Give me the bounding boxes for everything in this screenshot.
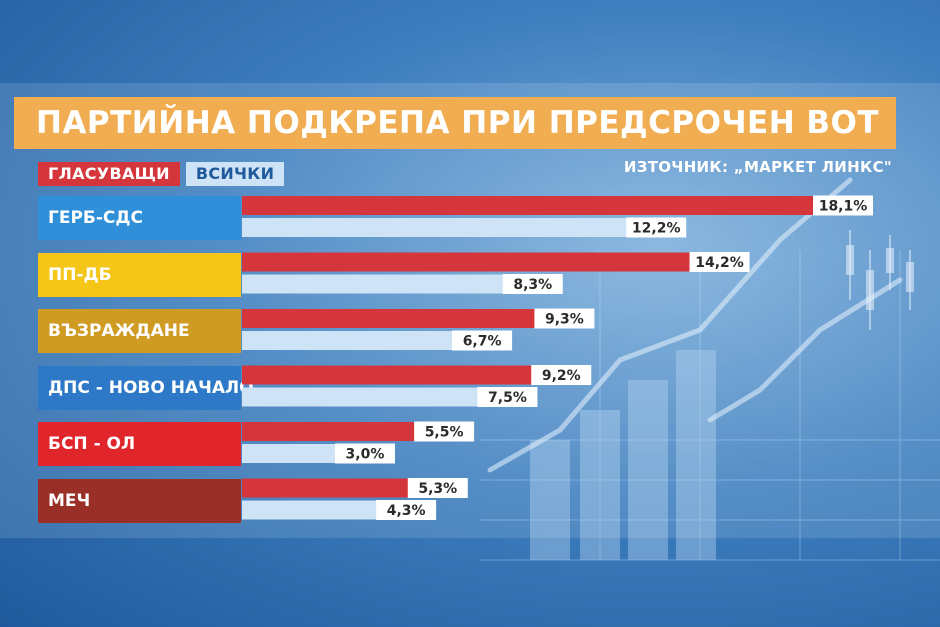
category-label-box: ПП-ДБ bbox=[38, 252, 241, 297]
value-label-bg bbox=[414, 421, 475, 442]
bar-all bbox=[242, 331, 455, 350]
bar-voters bbox=[242, 252, 692, 272]
bar-all bbox=[242, 444, 337, 463]
value-label-bg bbox=[334, 443, 395, 464]
value-label-voters: 9,2% bbox=[542, 368, 581, 384]
category-label-box: ВЪЗРАЖДАНЕ bbox=[38, 309, 241, 353]
chart-title: ПАРТИЙНА ПОДКРЕПА ПРИ ПРЕДСРОЧЕН ВОТ bbox=[36, 105, 880, 141]
bar-all bbox=[242, 387, 480, 407]
legend-voters: ГЛАСУВАЩИ bbox=[38, 162, 180, 186]
value-label-bg bbox=[452, 330, 513, 351]
category-label: ГЕРБ-СДС bbox=[48, 208, 144, 228]
bar-voters bbox=[242, 196, 815, 215]
bar-all bbox=[242, 500, 379, 520]
value-label-bg bbox=[689, 252, 750, 272]
bar-all bbox=[242, 274, 505, 294]
value-label-all: 8,3% bbox=[513, 277, 552, 293]
value-label-bg bbox=[531, 365, 592, 385]
value-label-bg bbox=[407, 478, 468, 498]
value-label-bg bbox=[502, 274, 563, 294]
value-label-all: 4,3% bbox=[387, 503, 426, 519]
bar-voters bbox=[242, 478, 410, 498]
category-label-box: БСП - ОЛ bbox=[38, 422, 241, 466]
bar-voters bbox=[242, 309, 537, 328]
category-label-box: ДПС - НОВО НАЧАЛО bbox=[38, 365, 254, 410]
value-label-all: 7,5% bbox=[488, 390, 527, 406]
source-note: ИЗТОЧНИК: „МАРКЕТ ЛИНКС" bbox=[623, 158, 892, 176]
value-label-bg bbox=[534, 308, 595, 329]
bar-all bbox=[242, 218, 629, 237]
title-bar: ПАРТИЙНА ПОДКРЕПА ПРИ ПРЕДСРОЧЕН ВОТ bbox=[14, 97, 896, 149]
category-label: МЕЧ bbox=[48, 490, 91, 511]
value-label-all: 6,7% bbox=[463, 334, 502, 350]
category-label: БСП - ОЛ bbox=[48, 434, 136, 454]
value-label-bg bbox=[813, 195, 873, 216]
category-label-box: МЕЧ bbox=[38, 478, 241, 523]
value-label-bg bbox=[376, 500, 437, 520]
category-label-box: ГЕРБ-СДС bbox=[38, 196, 241, 240]
value-label-all: 3,0% bbox=[346, 447, 385, 463]
value-label-voters: 5,5% bbox=[425, 425, 464, 441]
legend-all: ВСИЧКИ bbox=[185, 162, 285, 186]
category-label: ВЪЗРАЖДАНЕ bbox=[48, 321, 190, 341]
category-label: ДПС - НОВО НАЧАЛО bbox=[48, 377, 254, 398]
value-label-all: 12,2% bbox=[632, 221, 681, 237]
value-label-voters: 5,3% bbox=[418, 481, 457, 497]
value-label-bg bbox=[477, 387, 538, 407]
category-label: ПП-ДБ bbox=[48, 264, 112, 285]
value-label-voters: 14,2% bbox=[695, 255, 744, 271]
value-label-bg bbox=[626, 217, 687, 238]
legend: ГЛАСУВАЩИ ВСИЧКИ bbox=[38, 162, 285, 186]
bar-voters bbox=[242, 365, 534, 385]
value-label-voters: 9,3% bbox=[545, 312, 584, 328]
value-label-voters: 18,1% bbox=[819, 199, 868, 215]
bar-voters bbox=[242, 422, 417, 441]
